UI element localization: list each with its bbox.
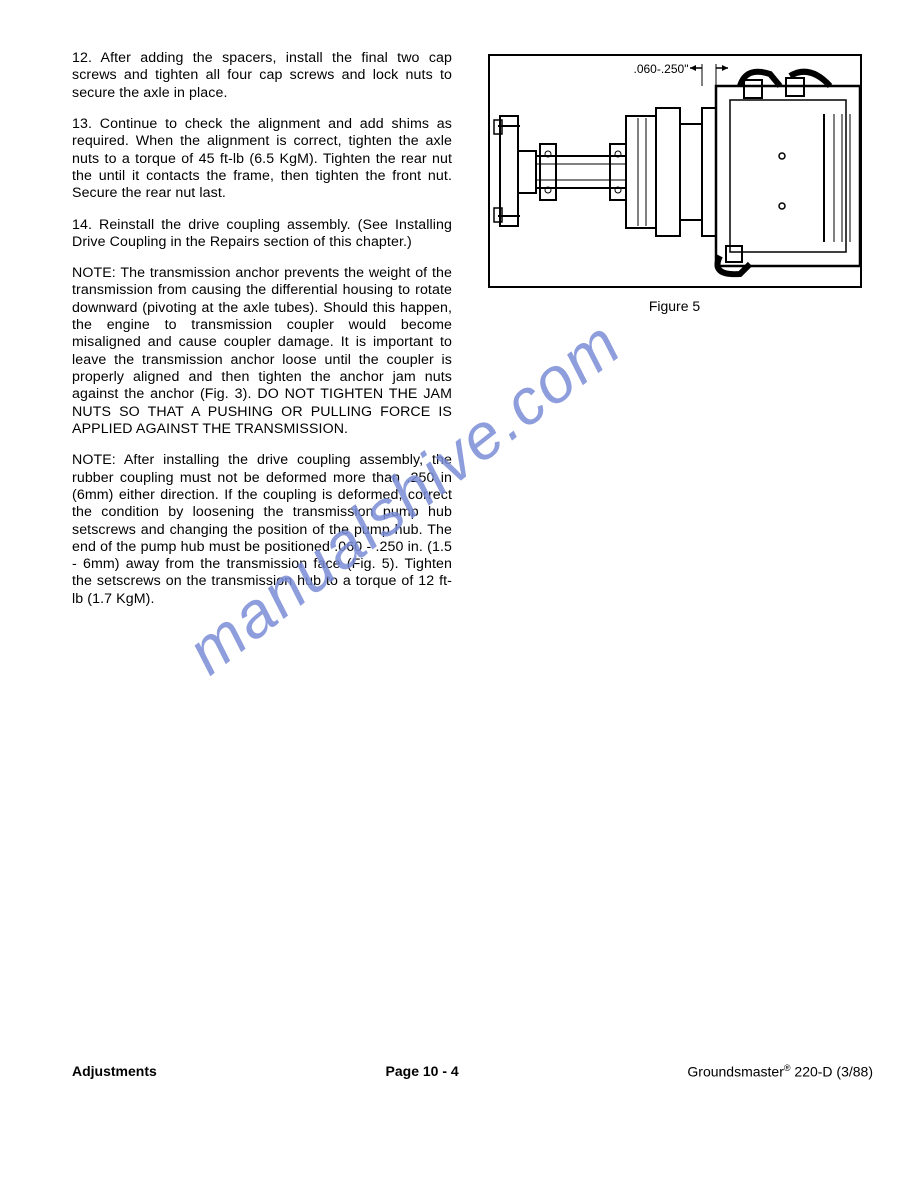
step-14: 14. Reinstall the drive coupling assembl… <box>72 217 452 252</box>
coupling-diagram-icon <box>490 56 860 286</box>
figure-column: .060-.250" <box>476 50 873 622</box>
footer-right-prefix: Groundsmaster <box>687 1064 783 1080</box>
step-13: 13. Continue to check the alignment and … <box>72 116 452 203</box>
registered-symbol: ® <box>784 1063 791 1073</box>
step-12: 12. After adding the spacers, install th… <box>72 50 452 102</box>
footer-right-suffix: 220-D (3/88) <box>791 1064 873 1080</box>
footer-section-name: Adjustments <box>72 1063 157 1080</box>
note-1: NOTE: The transmission anchor prevents t… <box>72 265 452 438</box>
content-columns: 12. After adding the spacers, install th… <box>72 50 873 622</box>
figure-5-diagram: .060-.250" <box>488 54 862 288</box>
dimension-label: .060-.250" <box>634 62 689 76</box>
note-2: NOTE: After installing the drive couplin… <box>72 452 452 608</box>
page-footer: Adjustments Page 10 - 4 Groundsmaster® 2… <box>72 1063 873 1080</box>
footer-page-number: Page 10 - 4 <box>386 1063 459 1080</box>
figure-5-caption: Figure 5 <box>649 298 700 314</box>
text-column: 12. After adding the spacers, install th… <box>72 50 452 622</box>
manual-page: 12. After adding the spacers, install th… <box>0 0 921 1108</box>
footer-model-name: Groundsmaster® 220-D (3/88) <box>687 1063 873 1080</box>
